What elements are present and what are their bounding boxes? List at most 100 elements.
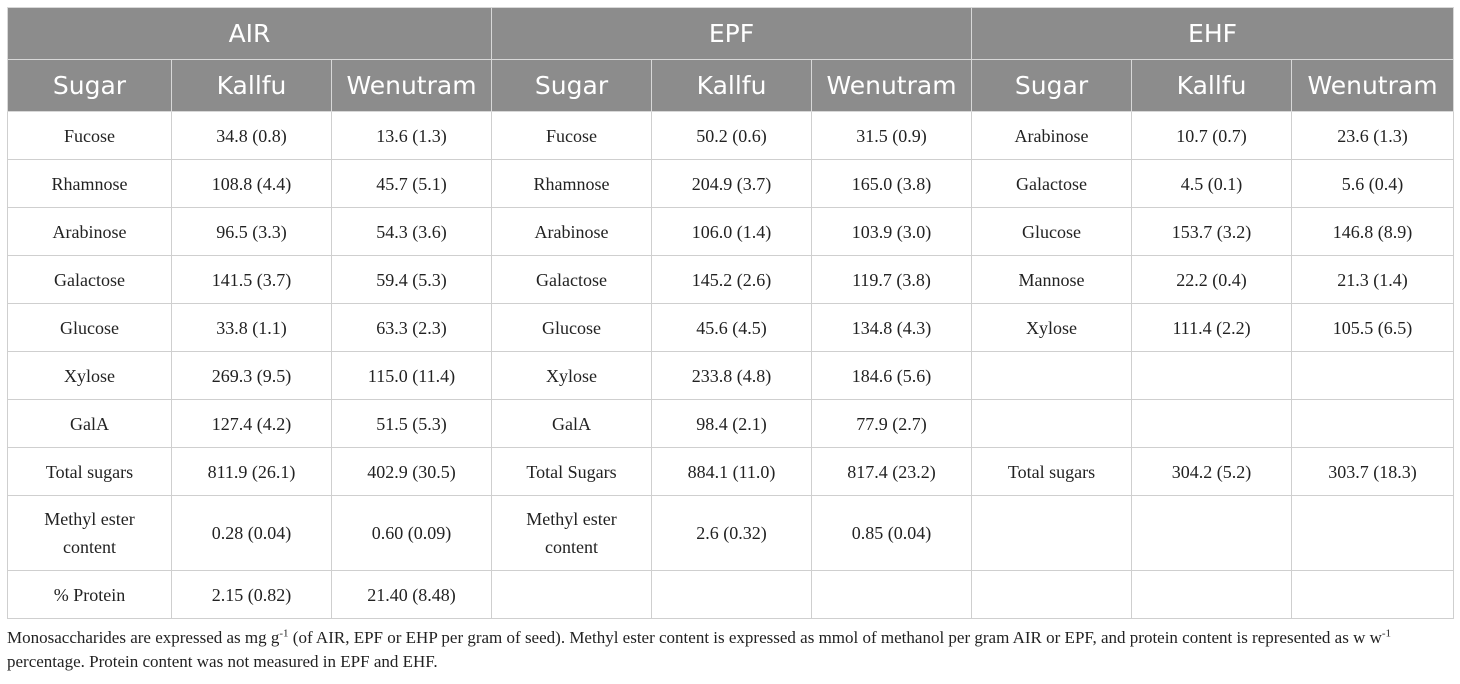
table-cell: 2.15 (0.82) xyxy=(171,570,332,619)
table-cell: 31.5 (0.9) xyxy=(811,111,973,160)
data-table-container: AIR EPF EHF Sugar Kallfu Wenutram Sugar … xyxy=(6,7,1455,619)
table-cell: 2.6 (0.32) xyxy=(651,495,813,571)
table-cell xyxy=(971,495,1133,571)
table-cell: Fucose xyxy=(491,111,653,160)
table-cell xyxy=(1131,570,1293,619)
table-cell: 63.3 (2.3) xyxy=(330,303,493,352)
column-header-kallfu: Kallfu xyxy=(1131,59,1293,112)
table-row: Fucose 34.8 (0.8) 13.6 (1.3) Fucose 50.2 (0.… xyxy=(7,111,1455,160)
table-cell: % Protein xyxy=(7,570,172,619)
group-header-air: AIR xyxy=(6,7,493,60)
column-header-wenutram: Wenutram xyxy=(1291,59,1455,112)
table-row: Xylose 269.3 (9.5) 115.0 (11.4) Xylose 233.8… xyxy=(7,351,1455,400)
table-cell: 4.5 (0.1) xyxy=(1131,159,1293,208)
table-cell: 51.5 (5.3) xyxy=(330,399,493,448)
table-cell: 50.2 (0.6) xyxy=(651,111,813,160)
table-cell: Arabinose xyxy=(491,207,653,256)
table-cell: 115.0 (11.4) xyxy=(330,351,493,400)
footnote-superscript: -1 xyxy=(1381,627,1392,640)
table-cell: Glucose xyxy=(7,303,172,352)
table-cell: Glucose xyxy=(971,207,1133,256)
table-cell: Galactose xyxy=(7,255,172,304)
table-cell: GalA xyxy=(491,399,653,448)
table-cell xyxy=(651,570,813,619)
table-cell: Total sugars xyxy=(971,447,1133,496)
table-cell: Total Sugars xyxy=(491,447,653,496)
table-cell: 153.7 (3.2) xyxy=(1131,207,1293,256)
table-cell: 811.9 (26.1) xyxy=(171,447,332,496)
group-header-epf: EPF xyxy=(491,7,973,60)
table-cell xyxy=(971,399,1133,448)
table-cell: 184.6 (5.6) xyxy=(811,351,973,400)
column-header-kallfu: Kallfu xyxy=(651,59,813,112)
table-cell xyxy=(491,570,653,619)
column-header-sugar: Sugar xyxy=(491,59,653,112)
table-cell: 0.85 (0.04) xyxy=(811,495,973,571)
footnote-text: Monosaccharides are expressed as mg g xyxy=(7,628,280,647)
table-row: GalA 127.4 (4.2) 51.5 (5.3) GalA 98.4 (2.1) 7… xyxy=(7,399,1455,448)
table-cell: 59.4 (5.3) xyxy=(330,255,493,304)
table-cell: 105.5 (6.5) xyxy=(1291,303,1455,352)
table-cell: 22.2 (0.4) xyxy=(1131,255,1293,304)
table-cell xyxy=(971,570,1133,619)
table-cell: 34.8 (0.8) xyxy=(171,111,332,160)
table-cell: 54.3 (3.6) xyxy=(330,207,493,256)
table-cell: Rhamnose xyxy=(7,159,172,208)
table-cell xyxy=(1131,399,1293,448)
table-cell: 146.8 (8.9) xyxy=(1291,207,1455,256)
table-cell: 96.5 (3.3) xyxy=(171,207,332,256)
table-cell: 127.4 (4.2) xyxy=(171,399,332,448)
table-cell xyxy=(971,351,1133,400)
table-row: Galactose 141.5 (3.7) 59.4 (5.3) Galactose 1… xyxy=(7,255,1455,304)
table-cell xyxy=(1291,495,1455,571)
table-cell: Rhamnose xyxy=(491,159,653,208)
table-cell: Fucose xyxy=(7,111,172,160)
table-cell: 884.1 (11.0) xyxy=(651,447,813,496)
table-row: % Protein 2.15 (0.82) 21.40 (8.48) xyxy=(7,570,1455,619)
table-cell: 204.9 (3.7) xyxy=(651,159,813,208)
table-cell: Arabinose xyxy=(7,207,172,256)
table-cell: 145.2 (2.6) xyxy=(651,255,813,304)
table-cell: 21.40 (8.48) xyxy=(330,570,493,619)
table-cell: Glucose xyxy=(491,303,653,352)
table-cell xyxy=(1291,351,1455,400)
table-footnote: Monosaccharides are expressed as mg g-1 … xyxy=(7,626,1453,674)
table-cell: GalA xyxy=(7,399,172,448)
table-cell: 33.8 (1.1) xyxy=(171,303,332,352)
table-row: Total sugars 811.9 (26.1) 402.9 (30.5) Tota… xyxy=(7,447,1455,496)
table-cell xyxy=(1291,570,1455,619)
table-cell: Methyl ester content xyxy=(7,495,172,571)
table-cell: 134.8 (4.3) xyxy=(811,303,973,352)
table-cell: 402.9 (30.5) xyxy=(330,447,493,496)
table-cell: 45.7 (5.1) xyxy=(330,159,493,208)
table-cell: 304.2 (5.2) xyxy=(1131,447,1293,496)
table-cell: 13.6 (1.3) xyxy=(330,111,493,160)
table-cell: 77.9 (2.7) xyxy=(811,399,973,448)
table-cell: 106.0 (1.4) xyxy=(651,207,813,256)
table-cell: 119.7 (3.8) xyxy=(811,255,973,304)
table-cell: 0.60 (0.09) xyxy=(330,495,493,571)
table-cell: 45.6 (4.5) xyxy=(651,303,813,352)
table-cell: Arabinose xyxy=(971,111,1133,160)
table-cell: 0.28 (0.04) xyxy=(171,495,332,571)
table-cell: Xylose xyxy=(7,351,172,400)
footnote-text: (of AIR, EPF or EHP per gram of seed). M… xyxy=(288,628,1382,647)
table-cell: 303.7 (18.3) xyxy=(1291,447,1455,496)
column-header-kallfu: Kallfu xyxy=(171,59,332,112)
table-cell xyxy=(1291,399,1455,448)
table-cell xyxy=(1131,495,1293,571)
table-cell: 103.9 (3.0) xyxy=(811,207,973,256)
table-row: Methyl ester content 0.28 (0.04) 0.60 (0.0… xyxy=(7,495,1455,571)
table-cell: Xylose xyxy=(491,351,653,400)
column-header-wenutram: Wenutram xyxy=(811,59,973,112)
table-cell: 111.4 (2.2) xyxy=(1131,303,1293,352)
table-cell xyxy=(1131,351,1293,400)
table-cell: 233.8 (4.8) xyxy=(651,351,813,400)
table-row: Glucose 33.8 (1.1) 63.3 (2.3) Glucose 45.6 (… xyxy=(7,303,1455,352)
table-cell: 165.0 (3.8) xyxy=(811,159,973,208)
table-cell: 269.3 (9.5) xyxy=(171,351,332,400)
table-body: Fucose 34.8 (0.8) 13.6 (1.3) Fucose 50.2 (0.… xyxy=(7,111,1455,619)
column-header-sugar: Sugar xyxy=(7,59,172,112)
footnote-superscript: -1 xyxy=(279,627,289,640)
table-cell: 5.6 (0.4) xyxy=(1291,159,1455,208)
